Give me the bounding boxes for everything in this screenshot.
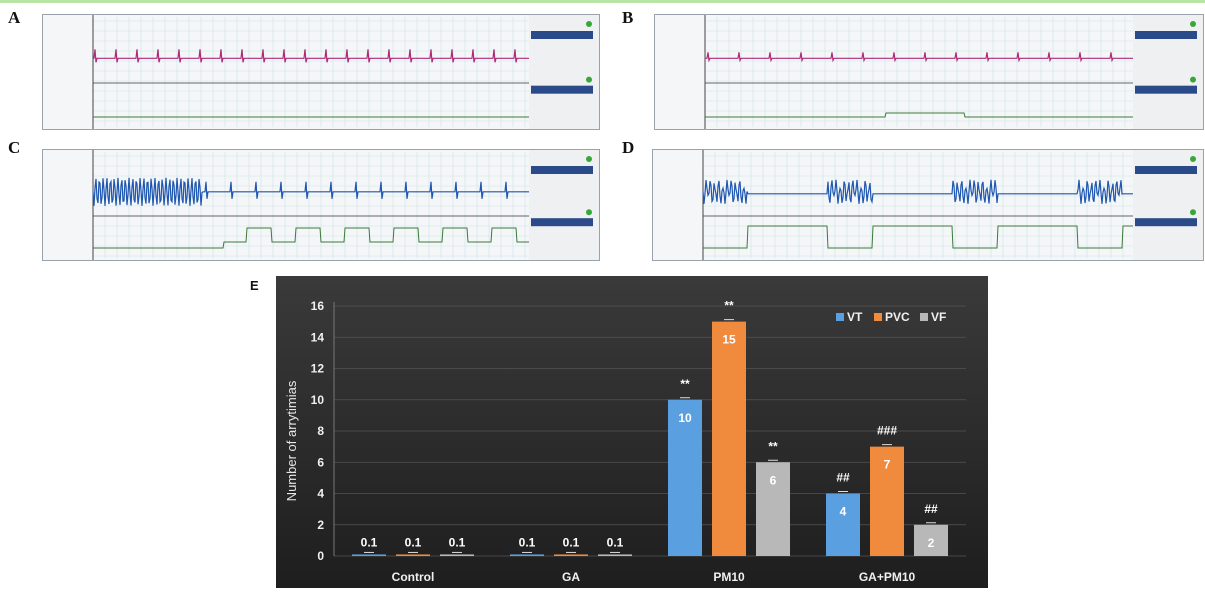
data-label: 0.1 bbox=[405, 535, 422, 549]
ecg-waveform bbox=[92, 177, 529, 206]
data-label: 2 bbox=[928, 536, 935, 550]
y-tick-label: 12 bbox=[311, 362, 325, 376]
ecg-channel-select[interactable] bbox=[1135, 31, 1197, 39]
data-label: 0.1 bbox=[449, 535, 466, 549]
significance-marker: ### bbox=[877, 424, 897, 438]
status-dot-icon bbox=[1190, 21, 1196, 27]
bar-vt-control bbox=[352, 554, 386, 556]
data-label: 6 bbox=[770, 473, 777, 487]
ecg-recording-a bbox=[42, 14, 600, 130]
data-label: 0.1 bbox=[361, 535, 378, 549]
ecg-channel-select[interactable] bbox=[1135, 85, 1197, 94]
ecg-trace-c bbox=[92, 150, 599, 260]
bar-vt-pm10 bbox=[668, 399, 702, 556]
significance-marker: ## bbox=[836, 471, 850, 485]
data-label: 10 bbox=[678, 411, 692, 425]
pressure-waveform bbox=[93, 227, 529, 249]
y-tick-label: 14 bbox=[311, 330, 325, 344]
significance-marker: ** bbox=[680, 377, 690, 391]
arrhythmia-bar-chart: 0 2 4 6 8 10 12 14 16 0.1 0.1 0.1 Control 0.1 0.1 0.1 G… bbox=[276, 276, 988, 588]
bar-pvc-ga-pm10 bbox=[870, 446, 904, 556]
y-tick-label: 2 bbox=[317, 518, 324, 532]
data-label: 4 bbox=[840, 505, 847, 519]
panel-label-b: B bbox=[622, 8, 634, 27]
significance-marker: ** bbox=[724, 299, 734, 313]
bar-vf-ga-pm10 bbox=[914, 524, 948, 556]
legend-label: VF bbox=[931, 310, 946, 324]
bar-vt-ga bbox=[510, 554, 544, 556]
ecg-channel-select[interactable] bbox=[1135, 166, 1197, 174]
bar-vf-ga bbox=[598, 554, 632, 556]
status-dot-icon bbox=[586, 21, 592, 27]
status-dot-icon bbox=[1190, 76, 1196, 83]
legend-label: PVC bbox=[885, 310, 910, 324]
data-label: 0.1 bbox=[563, 535, 580, 549]
pressure-waveform bbox=[703, 225, 1133, 249]
top-border-strip bbox=[0, 0, 1205, 3]
y-tick-label: 10 bbox=[311, 393, 325, 407]
ecg-waveform bbox=[93, 49, 529, 63]
x-tick-label: PM10 bbox=[713, 570, 745, 584]
data-label: 15 bbox=[722, 333, 736, 347]
status-dot-icon bbox=[586, 76, 592, 83]
bar-vt-ga-pm10 bbox=[826, 493, 860, 556]
ecg-recording-b bbox=[654, 14, 1204, 130]
x-tick-label: GA bbox=[562, 570, 580, 584]
significance-marker: ## bbox=[924, 502, 938, 516]
status-dot-icon bbox=[586, 156, 592, 162]
chart-svg: 0 2 4 6 8 10 12 14 16 0.1 0.1 0.1 Control 0.1 0.1 0.1 G… bbox=[276, 276, 988, 588]
ecg-channel-select[interactable] bbox=[531, 85, 593, 94]
pressure-waveform bbox=[705, 112, 1133, 118]
y-axis-label: Number of arrytimias bbox=[284, 380, 299, 501]
ecg-channel-select[interactable] bbox=[531, 218, 593, 227]
ecg-trace-b bbox=[704, 15, 1203, 129]
bar-pvc-pm10 bbox=[712, 321, 746, 556]
bar-vf-control bbox=[440, 554, 474, 556]
legend-label: VT bbox=[847, 310, 863, 324]
status-dot-icon bbox=[1190, 156, 1196, 162]
bar-vf-pm10 bbox=[756, 462, 790, 556]
y-tick-label: 0 bbox=[317, 549, 324, 563]
status-dot-icon bbox=[586, 209, 592, 216]
ecg-trace-d bbox=[702, 150, 1203, 260]
panel-label-a: A bbox=[8, 8, 21, 27]
ecg-waveform bbox=[702, 179, 1133, 205]
ecg-channel-select[interactable] bbox=[531, 166, 593, 174]
status-dot-icon bbox=[1190, 209, 1196, 216]
x-tick-label: Control bbox=[392, 570, 435, 584]
data-label: 7 bbox=[884, 458, 891, 472]
bar-pvc-ga bbox=[554, 554, 588, 556]
ecg-recording-c bbox=[42, 149, 600, 261]
legend-swatch bbox=[920, 313, 928, 321]
ecg-recording-d bbox=[652, 149, 1204, 261]
panel-label-d: D bbox=[622, 138, 635, 157]
bar-pvc-control bbox=[396, 554, 430, 556]
ecg-channel-select[interactable] bbox=[1135, 218, 1197, 227]
panel-label-c: C bbox=[8, 138, 21, 157]
y-tick-label: 16 bbox=[311, 299, 325, 313]
panel-label-e: E bbox=[250, 278, 259, 293]
data-label: 0.1 bbox=[519, 535, 536, 549]
chart-background bbox=[276, 276, 988, 588]
legend-swatch bbox=[874, 313, 882, 321]
y-tick-label: 6 bbox=[317, 455, 324, 469]
y-tick-label: 8 bbox=[317, 424, 324, 438]
y-tick-label: 4 bbox=[317, 487, 324, 501]
ecg-channel-select[interactable] bbox=[531, 31, 593, 39]
ecg-waveform bbox=[705, 52, 1133, 63]
data-label: 0.1 bbox=[607, 535, 624, 549]
ecg-trace-a bbox=[92, 15, 599, 129]
legend-swatch bbox=[836, 313, 844, 321]
significance-marker: ** bbox=[768, 439, 778, 453]
x-tick-label: GA+PM10 bbox=[859, 570, 916, 584]
